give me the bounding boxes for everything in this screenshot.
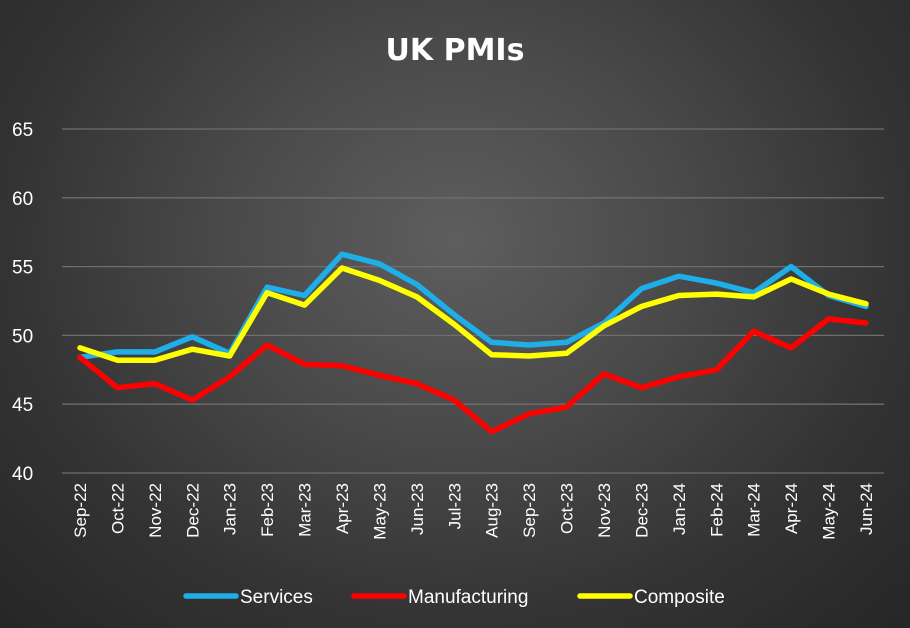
- x-tick-label: Aug-23: [483, 483, 502, 538]
- x-tick-label: Mar-24: [745, 483, 764, 537]
- legend-label: Composite: [634, 587, 725, 608]
- x-tick-label: Jan-23: [221, 483, 240, 535]
- x-tick-label: Jan-24: [670, 483, 689, 535]
- legend-item-manufacturing: Manufacturing: [351, 587, 528, 608]
- y-tick-label: 55: [12, 258, 33, 279]
- y-tick-label: 45: [12, 395, 33, 416]
- legend-label: Services: [240, 587, 313, 608]
- legend-label: Manufacturing: [408, 587, 528, 608]
- x-tick-label: Feb-24: [707, 483, 726, 537]
- x-tick-label: Dec-22: [183, 483, 202, 538]
- x-tick-label: May-23: [370, 483, 389, 540]
- x-tick-label: Apr-24: [782, 483, 801, 534]
- legend-item-composite: Composite: [577, 587, 725, 608]
- x-tick-label: Sep-22: [71, 483, 90, 538]
- x-tick-label: Jun-24: [857, 483, 876, 535]
- x-axis-ticks: Sep-22 Oct-22 Nov-22 Dec-22 Jan-23 Feb-23 Mar-…: [71, 483, 876, 540]
- x-tick-label: Jul-23: [445, 483, 464, 529]
- gridlines: [62, 128, 884, 474]
- x-tick-label: May-24: [820, 483, 839, 540]
- legend-item-services: Services: [183, 587, 313, 608]
- y-tick-label: 40: [12, 464, 33, 485]
- y-tick-label: 65: [12, 120, 33, 141]
- x-tick-label: Feb-23: [258, 483, 277, 537]
- series-lines: [77, 251, 869, 435]
- x-tick-label: Oct-23: [558, 483, 577, 534]
- series-line-manufacturing: [77, 316, 869, 435]
- x-tick-label: Nov-23: [595, 483, 614, 538]
- series-line-composite: [77, 265, 869, 363]
- x-tick-label: Oct-22: [108, 483, 127, 534]
- y-tick-label: 60: [12, 189, 33, 210]
- chart-title: UK PMIs: [386, 33, 525, 68]
- x-tick-label: Jun-23: [408, 483, 427, 535]
- x-tick-label: Mar-23: [296, 483, 315, 537]
- x-tick-label: Sep-23: [520, 483, 539, 538]
- legend: Services Manufacturing Composite: [183, 587, 725, 608]
- y-tick-label: 50: [12, 326, 33, 347]
- x-tick-label: Dec-23: [632, 483, 651, 538]
- series-line-services: [77, 251, 869, 361]
- x-tick-label: Nov-22: [146, 483, 165, 538]
- y-axis-ticks: 40 45 50 55 60 65: [12, 120, 33, 485]
- x-tick-label: Apr-23: [333, 483, 352, 534]
